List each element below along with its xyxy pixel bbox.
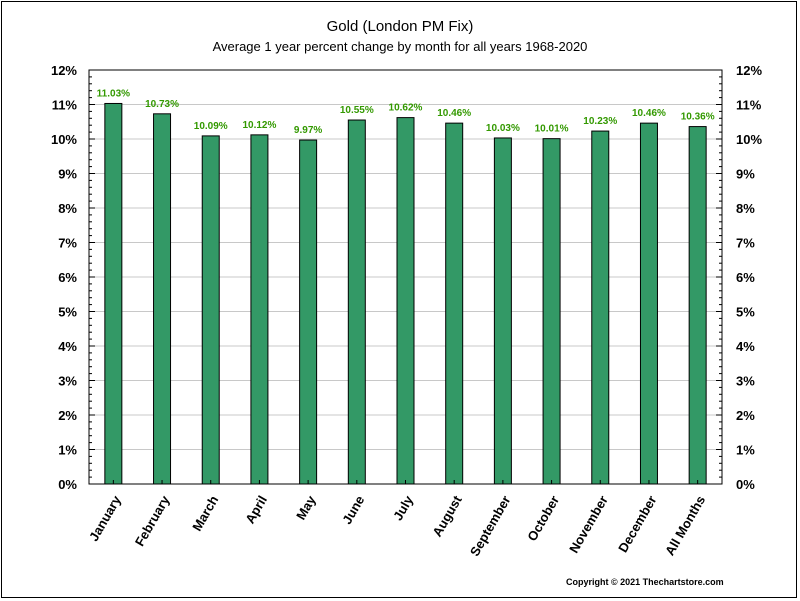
y-tick-label-right: 8% — [736, 201, 755, 216]
y-tick-label-left: 11% — [52, 98, 78, 113]
y-tick-label-right: 12% — [736, 63, 762, 78]
data-label: 10.12% — [242, 120, 276, 131]
x-category-label: June — [339, 493, 367, 527]
y-tick-label-right: 1% — [736, 443, 755, 458]
bar — [104, 102, 123, 485]
data-label: 10.73% — [145, 99, 179, 110]
copyright-text: Copyright © 2021 Thechartstore.com — [566, 577, 724, 587]
chart-subtitle: Average 1 year percent change by month f… — [212, 39, 588, 54]
bar — [542, 138, 561, 485]
y-tick-label-left: 8% — [58, 201, 77, 216]
y-tick-label-right: 4% — [736, 339, 755, 354]
bar — [299, 139, 318, 485]
y-tick-label-left: 10% — [51, 132, 77, 147]
x-category-label: July — [390, 492, 416, 523]
x-category-label: All Months — [662, 493, 708, 558]
data-label: 10.55% — [340, 105, 374, 116]
bar — [201, 135, 220, 485]
x-category-label: September — [467, 493, 514, 559]
y-tick-label-left: 6% — [58, 270, 77, 285]
x-category-label: January — [86, 492, 124, 543]
y-tick-label-right: 7% — [736, 236, 755, 251]
x-category-label: August — [429, 492, 465, 539]
data-label: 10.62% — [389, 103, 423, 114]
y-tick-label-right: 0% — [736, 477, 755, 492]
y-tick-label-right: 10% — [736, 132, 762, 147]
bar — [347, 119, 366, 485]
y-tick-label-left: 7% — [58, 236, 77, 251]
data-label: 10.09% — [194, 121, 228, 132]
bar — [396, 117, 415, 485]
data-label: 10.46% — [437, 108, 471, 119]
y-tick-label-left: 0% — [58, 477, 77, 492]
data-label: 10.23% — [583, 116, 617, 127]
y-tick-label-right: 5% — [736, 305, 755, 320]
y-tick-label-left: 3% — [58, 374, 77, 389]
x-category-label: April — [242, 493, 270, 526]
data-label: 10.36% — [681, 112, 715, 123]
bar — [445, 122, 464, 485]
data-label: 10.01% — [535, 124, 569, 135]
chart-title: Gold (London PM Fix) — [326, 18, 474, 35]
bar — [250, 134, 269, 485]
x-category-label: May — [293, 492, 319, 522]
x-category-label: October — [524, 493, 562, 544]
y-tick-label-left: 1% — [58, 443, 77, 458]
y-tick-label-left: 4% — [58, 339, 77, 354]
x-category-label: November — [566, 493, 611, 556]
y-tick-label-left: 9% — [58, 167, 77, 182]
bar — [591, 130, 610, 485]
y-tick-label-left: 5% — [58, 305, 77, 320]
y-tick-label-right: 3% — [736, 374, 755, 389]
bar — [639, 122, 658, 485]
y-tick-label-left: 2% — [58, 408, 77, 423]
x-category-label: March — [189, 493, 221, 534]
data-label: 10.03% — [486, 123, 520, 134]
y-tick-label-right: 11% — [736, 98, 762, 113]
data-label: 11.03% — [97, 88, 130, 99]
data-label: 10.46% — [632, 108, 666, 119]
y-tick-label-right: 9% — [736, 167, 755, 182]
y-tick-label-right: 2% — [736, 408, 755, 423]
y-tick-label-left: 12% — [51, 63, 77, 78]
bar — [493, 137, 512, 485]
x-category-label: December — [615, 493, 659, 555]
data-label: 9.97% — [294, 125, 322, 136]
bar — [688, 126, 707, 485]
y-tick-label-right: 6% — [736, 270, 755, 285]
x-category-label: February — [132, 492, 173, 548]
bar — [153, 113, 172, 485]
